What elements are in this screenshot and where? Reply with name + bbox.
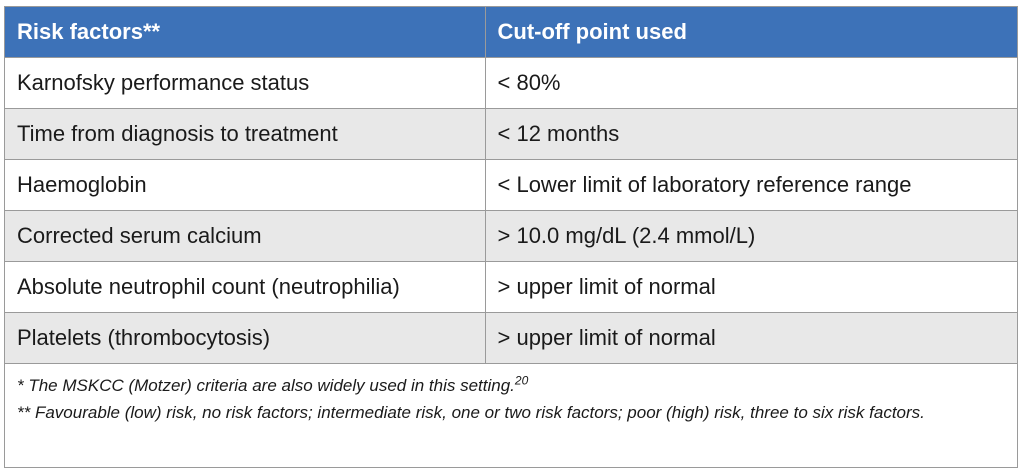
footnote-risk-groups: ** Favourable (low) risk, no risk factor…: [17, 402, 925, 422]
header-cut-off-point: Cut-off point used: [485, 7, 1017, 58]
table-footnotes: * The MSKCC (Motzer) criteria are also w…: [5, 364, 1017, 426]
footnote-mskcc-text: * The MSKCC (Motzer) criteria are also w…: [17, 375, 515, 395]
table-row: Haemoglobin < Lower limit of laboratory …: [5, 159, 1017, 211]
risk-factor-cell: Corrected serum calcium: [5, 210, 486, 262]
cut-off-cell: < 80%: [485, 57, 1017, 109]
risk-factors-table: Risk factors** Cut-off point used Karnof…: [5, 7, 1017, 364]
table-header-row: Risk factors** Cut-off point used: [5, 7, 1017, 58]
table-row: Platelets (thrombocytosis) > upper limit…: [5, 312, 1017, 364]
cut-off-cell: > 10.0 mg/dL (2.4 mmol/L): [485, 210, 1017, 262]
table-row: Absolute neutrophil count (neutrophilia)…: [5, 261, 1017, 313]
risk-factor-cell: Karnofsky performance status: [5, 57, 486, 109]
risk-factor-cell: Platelets (thrombocytosis): [5, 312, 486, 364]
risk-factor-cell: Time from diagnosis to treatment: [5, 108, 486, 160]
risk-factor-cell: Absolute neutrophil count (neutrophilia): [5, 261, 486, 313]
header-risk-factors: Risk factors**: [5, 7, 486, 58]
table-row: Karnofsky performance status < 80%: [5, 57, 1017, 109]
risk-factors-table-container: Risk factors** Cut-off point used Karnof…: [4, 6, 1018, 468]
cut-off-cell: > upper limit of normal: [485, 312, 1017, 364]
risk-factor-cell: Haemoglobin: [5, 159, 486, 211]
cut-off-cell: < 12 months: [485, 108, 1017, 160]
table-row: Time from diagnosis to treatment < 12 mo…: [5, 108, 1017, 160]
table-row: Corrected serum calcium > 10.0 mg/dL (2.…: [5, 210, 1017, 262]
footnote-reference-number: 20: [514, 372, 529, 387]
cut-off-cell: < Lower limit of laboratory reference ra…: [485, 159, 1017, 211]
footnote-mskcc: * The MSKCC (Motzer) criteria are also w…: [17, 372, 1005, 399]
cut-off-cell: > upper limit of normal: [485, 261, 1017, 313]
